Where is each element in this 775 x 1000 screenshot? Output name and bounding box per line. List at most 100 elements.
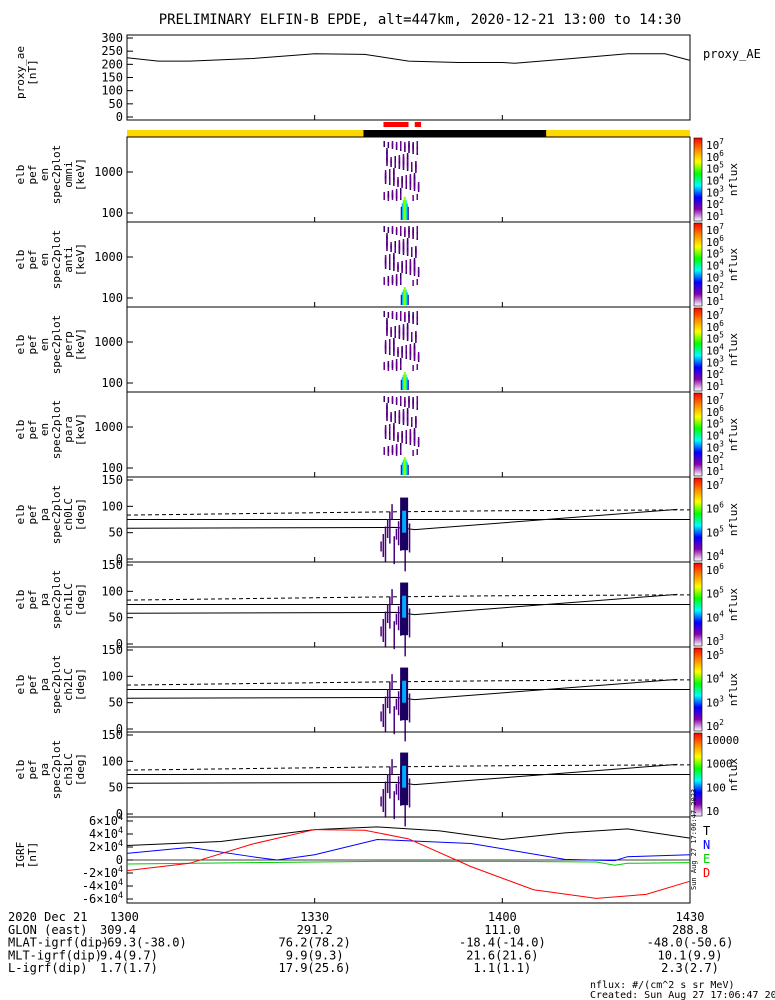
spectrogram-pixel: [383, 362, 385, 368]
ephem-cell: 1300: [110, 910, 139, 924]
panel-ylabel-line: pef: [26, 590, 39, 610]
colorbar-tick-label: 104: [706, 671, 724, 686]
colorbar: [693, 392, 703, 477]
spectrogram-pixel: [416, 364, 419, 370]
spectrogram-pixel: [387, 142, 390, 148]
pa-spectrogram-pixel: [386, 774, 389, 794]
spectrogram-pixel: [415, 246, 417, 252]
colorbar-tick-label: 106: [706, 319, 724, 334]
spectrogram-pixel: [415, 331, 417, 337]
colorbar-tick-label: 101: [706, 378, 724, 393]
spectrogram-pixel: [395, 142, 398, 148]
pa-spectrogram-pixel: [389, 511, 391, 544]
pa-spectrogram-pixel: [380, 796, 382, 807]
panel-ylabel-line: IGRF: [14, 842, 27, 869]
spectrogram-pixel: [398, 325, 401, 331]
igrf-line-T: [126, 826, 691, 846]
spectrogram-burst: [403, 196, 406, 220]
footer-side-stamp: Sun Aug 27 17:06:47 2023: [690, 789, 698, 890]
spectrogram-pixel: [417, 267, 420, 273]
spectrogram-pixel: [393, 168, 395, 174]
spectrogram-pixel: [399, 141, 402, 147]
colorbar-tick-label: 107: [706, 477, 724, 492]
ephem-cell: 1430: [676, 910, 705, 924]
spectrogram-pixel: [411, 247, 413, 253]
spectrogram-pixel: [412, 397, 414, 403]
spectrogram-pixel: [386, 318, 388, 324]
pa-spectrogram-pixel: [393, 536, 395, 565]
spectrogram-pixel: [397, 262, 399, 268]
panel-ylabel-line: [nT]: [26, 842, 39, 869]
panel-ylabel-line: ch2LC: [62, 668, 75, 701]
ytick-label: 1000: [94, 165, 123, 179]
ytick-label: 1000: [94, 250, 123, 264]
panel-ylabel-line: anti: [62, 246, 75, 273]
ytick-label: 100: [101, 669, 123, 683]
spectrogram-pixel: [394, 241, 396, 247]
pa-spectrogram-pixel: [391, 674, 393, 690]
ephem-row-label: MLAT-igrf(dip): [8, 936, 109, 950]
spectrogram-pixel: [416, 279, 419, 285]
igrf-line-N: [126, 838, 691, 862]
spectrogram-pixel: [391, 396, 394, 402]
science-zone-marker: [414, 122, 422, 127]
colorbar-tick-label: 103: [706, 354, 724, 369]
panel-ylabel-line: elb: [14, 590, 27, 610]
spectrogram-pixel: [401, 346, 403, 352]
panel-ylabel-line: perp: [62, 331, 75, 358]
spectrogram-pixel: [409, 429, 412, 435]
panel-spec-perp: elb pef en spec2plot perp [keV] 10001001071061…: [14, 306, 740, 393]
panel-ylabel-line: elb: [14, 165, 27, 185]
spectrogram-pixel: [401, 261, 403, 267]
ytick-label: 50: [109, 611, 123, 625]
spectrogram-pixel: [399, 273, 402, 279]
panel-ylabel-line: pa: [38, 763, 51, 776]
pa-burst-peak: [402, 680, 407, 703]
colorbar-tick-label: 106: [706, 234, 724, 249]
colorbar-tick-label: 103: [706, 184, 724, 199]
loss-cone-dashed: [126, 509, 691, 516]
spectrogram-pixel: [390, 412, 392, 418]
pa-spectrogram-pixel: [386, 689, 389, 709]
spectrogram-pixel: [395, 227, 398, 233]
panel-igrf: IGRF [nT] 6×1044×1042×1040-2×104-4×104-6×1…: [14, 812, 710, 906]
colorbar-tick-label: 105: [706, 586, 724, 601]
spectrogram-pixel: [395, 189, 398, 195]
spectrogram-pixel: [399, 226, 402, 232]
colorbar-tick-label: 102: [706, 451, 724, 466]
spectrogram-pixel: [384, 340, 387, 346]
pa-spectrogram-pixel: [384, 696, 387, 733]
colorbar-tick-label: 102: [706, 281, 724, 296]
spectrogram-pixel: [387, 312, 390, 318]
colorbar-tick-label: 100: [706, 781, 726, 794]
colorbar-tick-label: 101: [706, 208, 724, 223]
colorbar: [693, 647, 703, 732]
ytick-label: 150: [101, 643, 123, 657]
ephem-cell: 9.9(9.3): [286, 948, 344, 962]
ytick-label: 300: [101, 31, 123, 45]
spectrogram-pixel: [399, 311, 402, 317]
ephem-cell: 1.7(1.7): [100, 961, 158, 975]
ytick-label: 0: [116, 637, 123, 651]
ytick-label: 100: [101, 206, 123, 220]
panel-ylabel-line: pa: [38, 508, 51, 521]
panel-ylabel-line: elb: [14, 420, 27, 440]
pa-spectrogram-pixel: [382, 788, 385, 812]
panel-ylabel-line: pef: [26, 165, 39, 185]
spectrogram-pixel: [409, 344, 412, 350]
spectrogram-burst: [403, 372, 406, 390]
ytick-label: 250: [101, 44, 123, 58]
colorbar-tick-label: 104: [706, 173, 724, 188]
panel-ylabel-line: omni: [62, 161, 75, 188]
ytick-label: -2×104: [82, 864, 123, 880]
spectrogram-pixel: [417, 352, 420, 358]
panel-ylabel-line: elb: [14, 250, 27, 270]
spectrogram-pixel: [391, 275, 394, 281]
spectrogram-pixel: [411, 417, 413, 423]
spectrogram-pixel: [386, 403, 388, 409]
panels-group: proxy_ae [nT]300250200150100500proxy_AEel…: [14, 31, 761, 906]
footer-units: nflux: #/(cm^2 s sr MeV): [590, 980, 735, 991]
ytick-label: 0: [116, 853, 123, 867]
pa-burst-peak: [402, 765, 407, 788]
panel-ylabel-line: [keV]: [74, 243, 87, 276]
